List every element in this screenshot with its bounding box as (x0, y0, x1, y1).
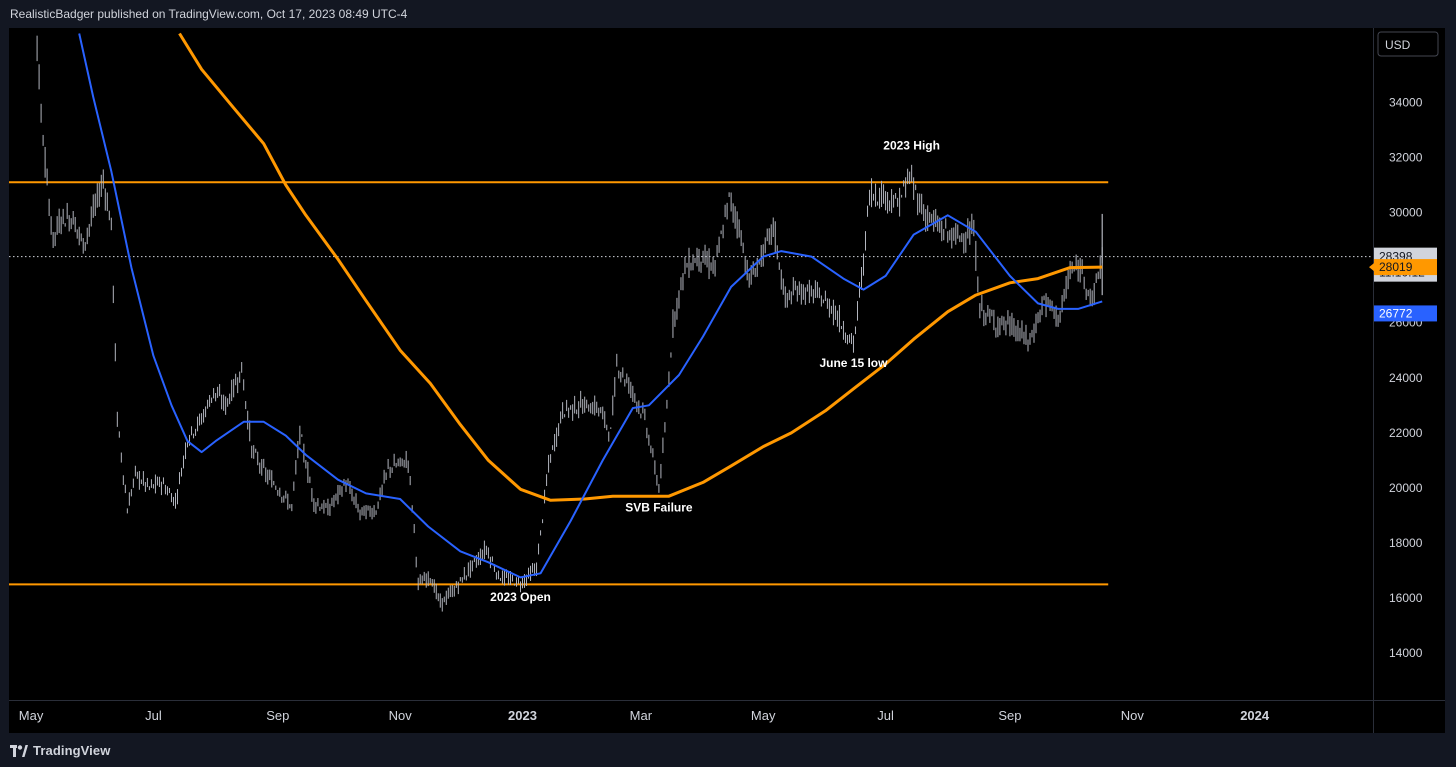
y-tick-label: 32000 (1389, 150, 1423, 164)
tradingview-brand[interactable]: TradingView (10, 742, 110, 758)
y-tick-label: 24000 (1389, 371, 1423, 385)
moving-averages (78, 32, 1103, 579)
y-tick-label: 14000 (1389, 646, 1423, 660)
currency-label: USD (1385, 38, 1411, 52)
currency-button[interactable] (1377, 31, 1439, 57)
ma-50-line (78, 33, 1103, 579)
x-tick-label: Nov (389, 708, 413, 723)
annotation-label: June 15 low (819, 356, 888, 370)
x-tick-label: 2023 (508, 708, 537, 723)
footer-bar: TradingView (0, 733, 1456, 767)
price-chart[interactable]: 2023 High June 15 low SVB Failure 2023 Open… (9, 28, 1445, 733)
ma-200-badge-arrow (1369, 263, 1374, 272)
annotations: 2023 High June 15 low SVB Failure 2023 Open (490, 139, 940, 605)
y-tick-label: 22000 (1389, 426, 1423, 440)
price-axis-pane (1373, 28, 1445, 733)
x-tick-label: Jul (877, 708, 894, 723)
publisher-text: RealisticBadger published on TradingView… (10, 7, 408, 21)
y-tick-label: 18000 (1389, 536, 1423, 550)
y-tick-label: 34000 (1389, 95, 1423, 109)
ma-200-badge (1374, 259, 1437, 276)
y-tick-label: 30000 (1389, 206, 1423, 220)
x-tick-label: Mar (630, 708, 653, 723)
annotation-label: SVB Failure (625, 501, 693, 515)
x-tick-label: May (751, 708, 776, 723)
x-tick-label: Jul (145, 708, 162, 723)
annotation-label: 2023 Open (490, 590, 551, 604)
axes: 1400016000180002000022000240002600028000… (9, 28, 1445, 733)
header-bar: RealisticBadger published on TradingView… (0, 0, 1456, 28)
ma-200-value-label: 28019 (1379, 260, 1413, 274)
candle-layer (36, 35, 1103, 612)
annotation-label: 2023 High (883, 139, 940, 153)
ma-200-line (178, 32, 1103, 502)
chart-pane[interactable]: 2023 High June 15 low SVB Failure 2023 Open… (9, 28, 1445, 733)
brand-name: TradingView (33, 742, 111, 758)
x-tick-label: May (19, 708, 44, 723)
ma-50-value-label: 26772 (1379, 306, 1413, 320)
y-tick-label: 16000 (1389, 591, 1423, 605)
level-lines (9, 181, 1373, 586)
x-tick-label: Sep (266, 708, 289, 723)
x-tick-label: Nov (1121, 708, 1145, 723)
x-tick-label: 2024 (1240, 708, 1270, 723)
x-tick-label: Sep (998, 708, 1021, 723)
y-tick-label: 20000 (1389, 481, 1423, 495)
tradingview-logo-icon (10, 744, 28, 757)
ma-50-badge (1374, 305, 1437, 322)
